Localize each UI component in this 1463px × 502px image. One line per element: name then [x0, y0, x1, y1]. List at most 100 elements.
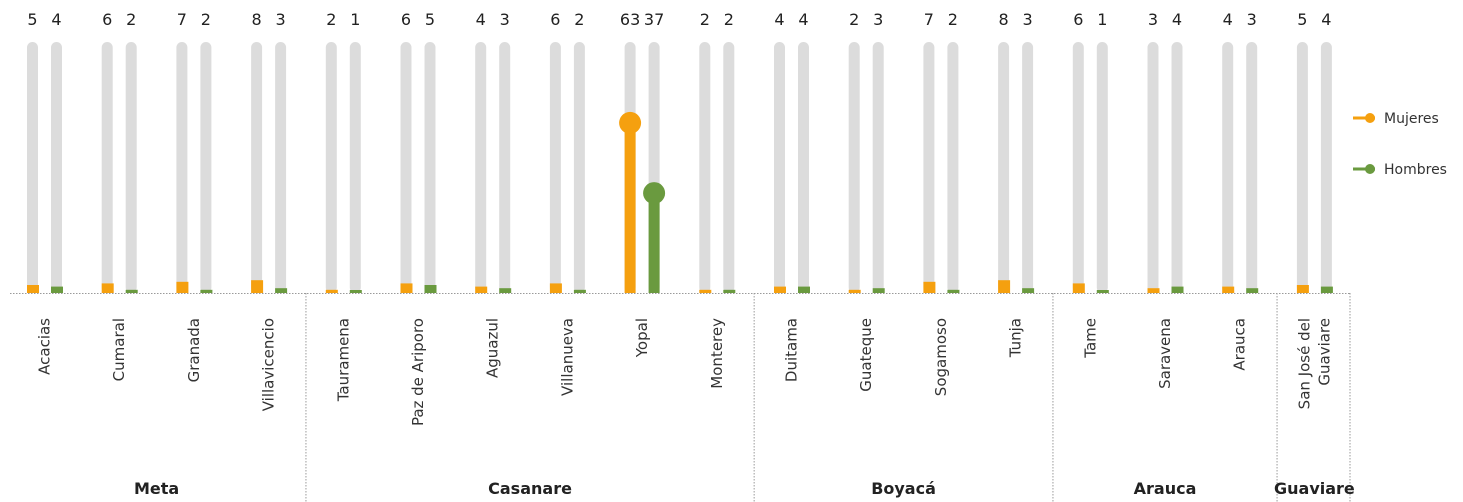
value-label-arauca-hombres: 3: [1247, 10, 1257, 29]
value-label-monterey-mujeres: 2: [700, 10, 710, 29]
city-label-granada: Granada: [185, 318, 203, 382]
bar-tunja-mujeres: [998, 280, 1011, 293]
bar-tame-mujeres: [1072, 283, 1085, 293]
value-label-sogamoso-mujeres: 7: [924, 10, 934, 29]
bar-duitama-mujeres: [774, 286, 786, 293]
track-tunja-mujeres: [998, 42, 1010, 293]
bar-tauramena-hombres: [349, 290, 362, 293]
track-sogamoso-mujeres: [923, 42, 935, 293]
bar-tunja-hombres: [1022, 288, 1035, 293]
city-label-tunja: Tunja: [1007, 318, 1025, 358]
department-label-meta: Meta: [134, 479, 179, 498]
bar-tame-hombres: [1096, 290, 1109, 293]
city-label-text: Saravena: [1156, 318, 1174, 389]
value-label-tame-mujeres: 6: [1073, 10, 1083, 29]
city-label-duitama: Duitama: [783, 318, 801, 382]
track-tauramena-mujeres: [325, 42, 337, 293]
track-cumaral-mujeres: [101, 42, 113, 293]
value-label-duitama-hombres: 4: [798, 10, 808, 29]
track-layer: [27, 42, 1332, 293]
city-label-text: Villavicencio: [260, 318, 278, 411]
city-label-saravena: Saravena: [1156, 318, 1174, 389]
marker-yopal-mujeres: [619, 111, 642, 134]
value-label-monterey-hombres: 2: [724, 10, 734, 29]
legend-hombres-marker: [1365, 164, 1375, 174]
value-label-acacias-mujeres: 5: [27, 10, 37, 29]
track-paz-de-ariporo-mujeres: [400, 42, 412, 293]
value-label-villanueva-hombres: 2: [574, 10, 584, 29]
track-villanueva-mujeres: [549, 42, 561, 293]
track-san-jos-del-guaviare-mujeres: [1296, 42, 1308, 293]
legend: Mujeres Hombres: [1353, 111, 1447, 178]
value-label-tauramena-hombres: 1: [350, 10, 360, 29]
value-label-saravena-hombres: 4: [1172, 10, 1182, 29]
bar-cumaral-hombres: [125, 289, 138, 293]
track-tauramena-hombres: [349, 42, 361, 293]
value-label-aguazul-hombres: 3: [500, 10, 510, 29]
city-label-text: Cumaral: [110, 318, 128, 381]
bar-san-jos-del-guaviare-mujeres: [1296, 285, 1309, 293]
city-label-text: Duitama: [783, 318, 801, 382]
track-acacias-mujeres: [27, 42, 38, 293]
track-granada-mujeres: [176, 42, 188, 293]
bar-monterey-mujeres: [699, 289, 712, 293]
city-label-aguazul: Aguazul: [484, 318, 502, 378]
track-saravena-mujeres: [1147, 42, 1159, 293]
value-label-paz-de-ariporo-hombres: 5: [425, 10, 435, 29]
city-label-paz-de-ariporo: Paz de Ariporo: [409, 318, 427, 426]
city-label-text: Arauca: [1231, 318, 1249, 371]
value-label-villanueva-mujeres: 6: [550, 10, 560, 29]
value-label-acacias-hombres: 4: [51, 10, 61, 29]
city-label-text: Monterey: [708, 318, 726, 389]
track-tame-mujeres: [1072, 42, 1084, 293]
city-label-text: Paz de Ariporo: [409, 318, 427, 426]
bar-duitama-hombres: [798, 286, 810, 293]
city-label-text: Tame: [1081, 318, 1099, 359]
bar-acacias-hombres: [51, 286, 63, 293]
value-label-arauca-mujeres: 4: [1223, 10, 1233, 29]
bar-aguazul-hombres: [499, 288, 512, 293]
axis-layer: [10, 293, 1351, 502]
track-sogamoso-hombres: [947, 42, 959, 293]
bar-granada-hombres: [200, 289, 213, 293]
city-label-tauramena: Tauramena: [334, 318, 352, 402]
bar-villanueva-hombres: [573, 289, 586, 293]
value-label-duitama-mujeres: 4: [774, 10, 784, 29]
track-duitama-hombres: [798, 42, 809, 293]
bar-villanueva-mujeres: [549, 283, 562, 293]
bar-tauramena-mujeres: [325, 289, 338, 293]
track-san-jos-del-guaviare-hombres: [1320, 42, 1332, 293]
city-label-san-jos-del-guaviare: San José del Guaviare: [1295, 318, 1333, 409]
value-label-san-jos-del-guaviare-hombres: 4: [1321, 10, 1331, 29]
city-label-arauca: Arauca: [1231, 318, 1249, 371]
city-label-acacias: Acacias: [36, 318, 54, 375]
bar-paz-de-ariporo-hombres: [424, 285, 437, 293]
marker-yopal-hombres: [643, 182, 666, 205]
value-label-sogamoso-hombres: 2: [948, 10, 958, 29]
track-tame-hombres: [1096, 42, 1108, 293]
city-label-text: Tunja: [1007, 318, 1025, 358]
value-label-aguazul-mujeres: 4: [476, 10, 486, 29]
track-monterey-mujeres: [699, 42, 711, 293]
city-label-text: Sogamoso: [932, 318, 950, 396]
bar-monterey-hombres: [723, 289, 736, 293]
legend-item-hombres: Hombres: [1353, 162, 1447, 178]
city-label-villanueva: Villanueva: [558, 318, 576, 396]
city-label-yopal: Yopal: [633, 318, 651, 358]
bar-cumaral-mujeres: [101, 283, 114, 293]
city-label-text: San José del: [1295, 318, 1313, 409]
value-label-cumaral-mujeres: 6: [102, 10, 112, 29]
city-label-text: Acacias: [36, 318, 54, 375]
city-label-text: Villanueva: [558, 318, 576, 396]
track-saravena-hombres: [1171, 42, 1183, 293]
bar-arauca-mujeres: [1222, 286, 1235, 293]
value-label-saravena-mujeres: 3: [1148, 10, 1158, 29]
track-monterey-hombres: [723, 42, 735, 293]
city-label-tame: Tame: [1081, 318, 1099, 359]
track-acacias-hombres: [51, 42, 62, 293]
city-label-text: Tauramena: [334, 318, 352, 402]
bar-sogamoso-mujeres: [923, 281, 936, 293]
bar-granada-mujeres: [176, 281, 189, 293]
track-aguazul-mujeres: [475, 42, 487, 293]
